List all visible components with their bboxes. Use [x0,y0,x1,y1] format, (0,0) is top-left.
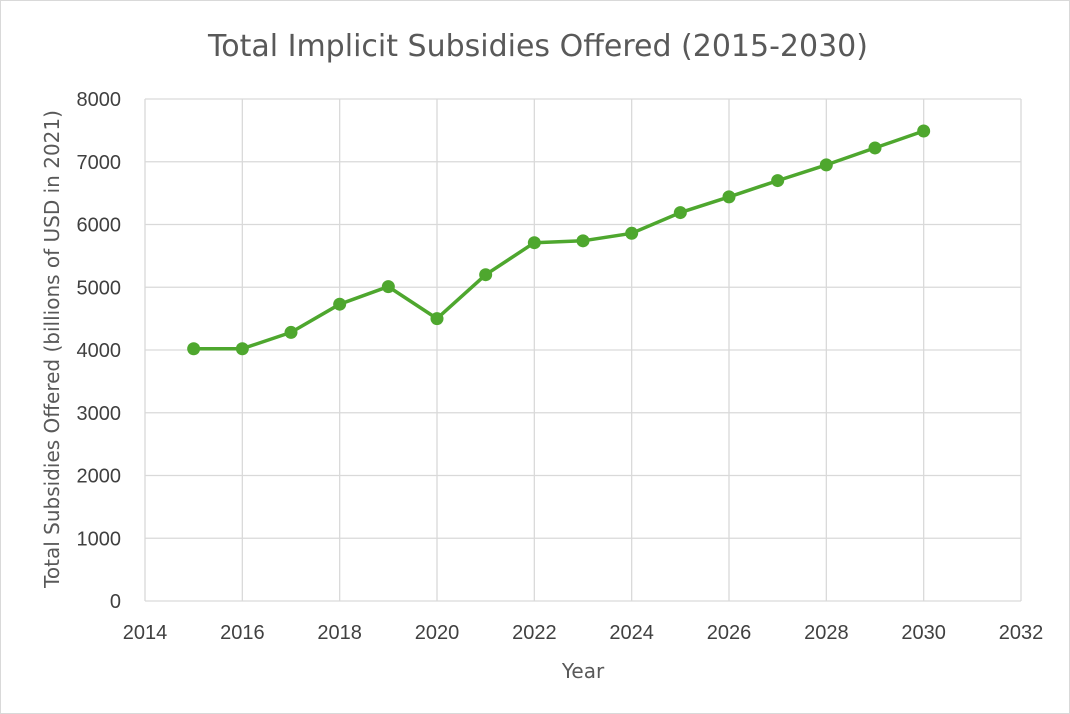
data-point [722,190,736,204]
y-tick-label: 5000 [77,277,122,299]
y-tick-label: 7000 [77,152,122,174]
data-point [187,342,201,356]
x-tick-label: 2020 [415,622,460,644]
x-axis-title: Year [561,659,605,683]
x-tick-label: 2016 [220,622,265,644]
x-tick-label: 2014 [123,622,168,644]
y-tick-label: 2000 [77,466,122,488]
data-point [381,280,395,294]
data-point [333,297,347,311]
x-tick-label: 2028 [804,622,849,644]
data-point [527,236,541,250]
data-point [479,268,493,282]
data-point [868,141,882,155]
y-tick-label: 4000 [77,340,122,362]
x-tick-label: 2032 [999,622,1044,644]
data-point [625,226,639,240]
y-tick-label: 8000 [77,89,122,111]
y-tick-label: 1000 [77,528,122,550]
data-point [673,206,687,220]
x-axis-ticks: 2014 2016 2018 2020 2022 2024 2026 2028 2030 2032 [123,622,1044,644]
data-point [284,325,298,339]
y-axis-title: Total Subsidies Offered (billions of USD… [40,110,64,589]
chart-title: Total Implicit Subsidies Offered (2015-2… [207,29,868,64]
y-tick-label: 3000 [77,403,122,425]
data-point [819,158,833,172]
data-point [917,124,931,138]
data-point [576,234,590,248]
x-tick-label: 2026 [707,622,752,644]
data-point [235,342,249,356]
y-axis-ticks: 0 1000 2000 3000 4000 5000 6000 7000 8000 [77,89,122,613]
gridlines [144,98,1022,602]
x-tick-label: 2018 [317,622,362,644]
series-line [193,129,925,351]
y-tick-label: 0 [110,591,121,613]
y-tick-label: 6000 [77,215,122,237]
series-group [187,124,931,356]
x-tick-label: 2024 [609,622,654,644]
data-point [430,312,444,326]
data-point [771,174,785,188]
x-tick-label: 2030 [901,622,946,644]
x-tick-label: 2022 [512,622,557,644]
